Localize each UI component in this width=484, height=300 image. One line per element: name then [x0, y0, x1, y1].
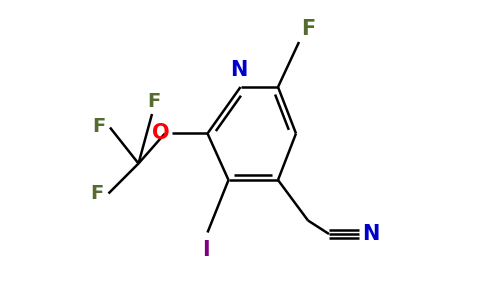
Text: N: N [230, 59, 248, 80]
Text: O: O [152, 124, 170, 143]
Text: F: F [92, 116, 106, 136]
Text: F: F [91, 184, 104, 203]
Text: F: F [147, 92, 160, 111]
Text: F: F [302, 19, 316, 39]
Text: I: I [202, 240, 210, 260]
Text: N: N [362, 224, 379, 244]
